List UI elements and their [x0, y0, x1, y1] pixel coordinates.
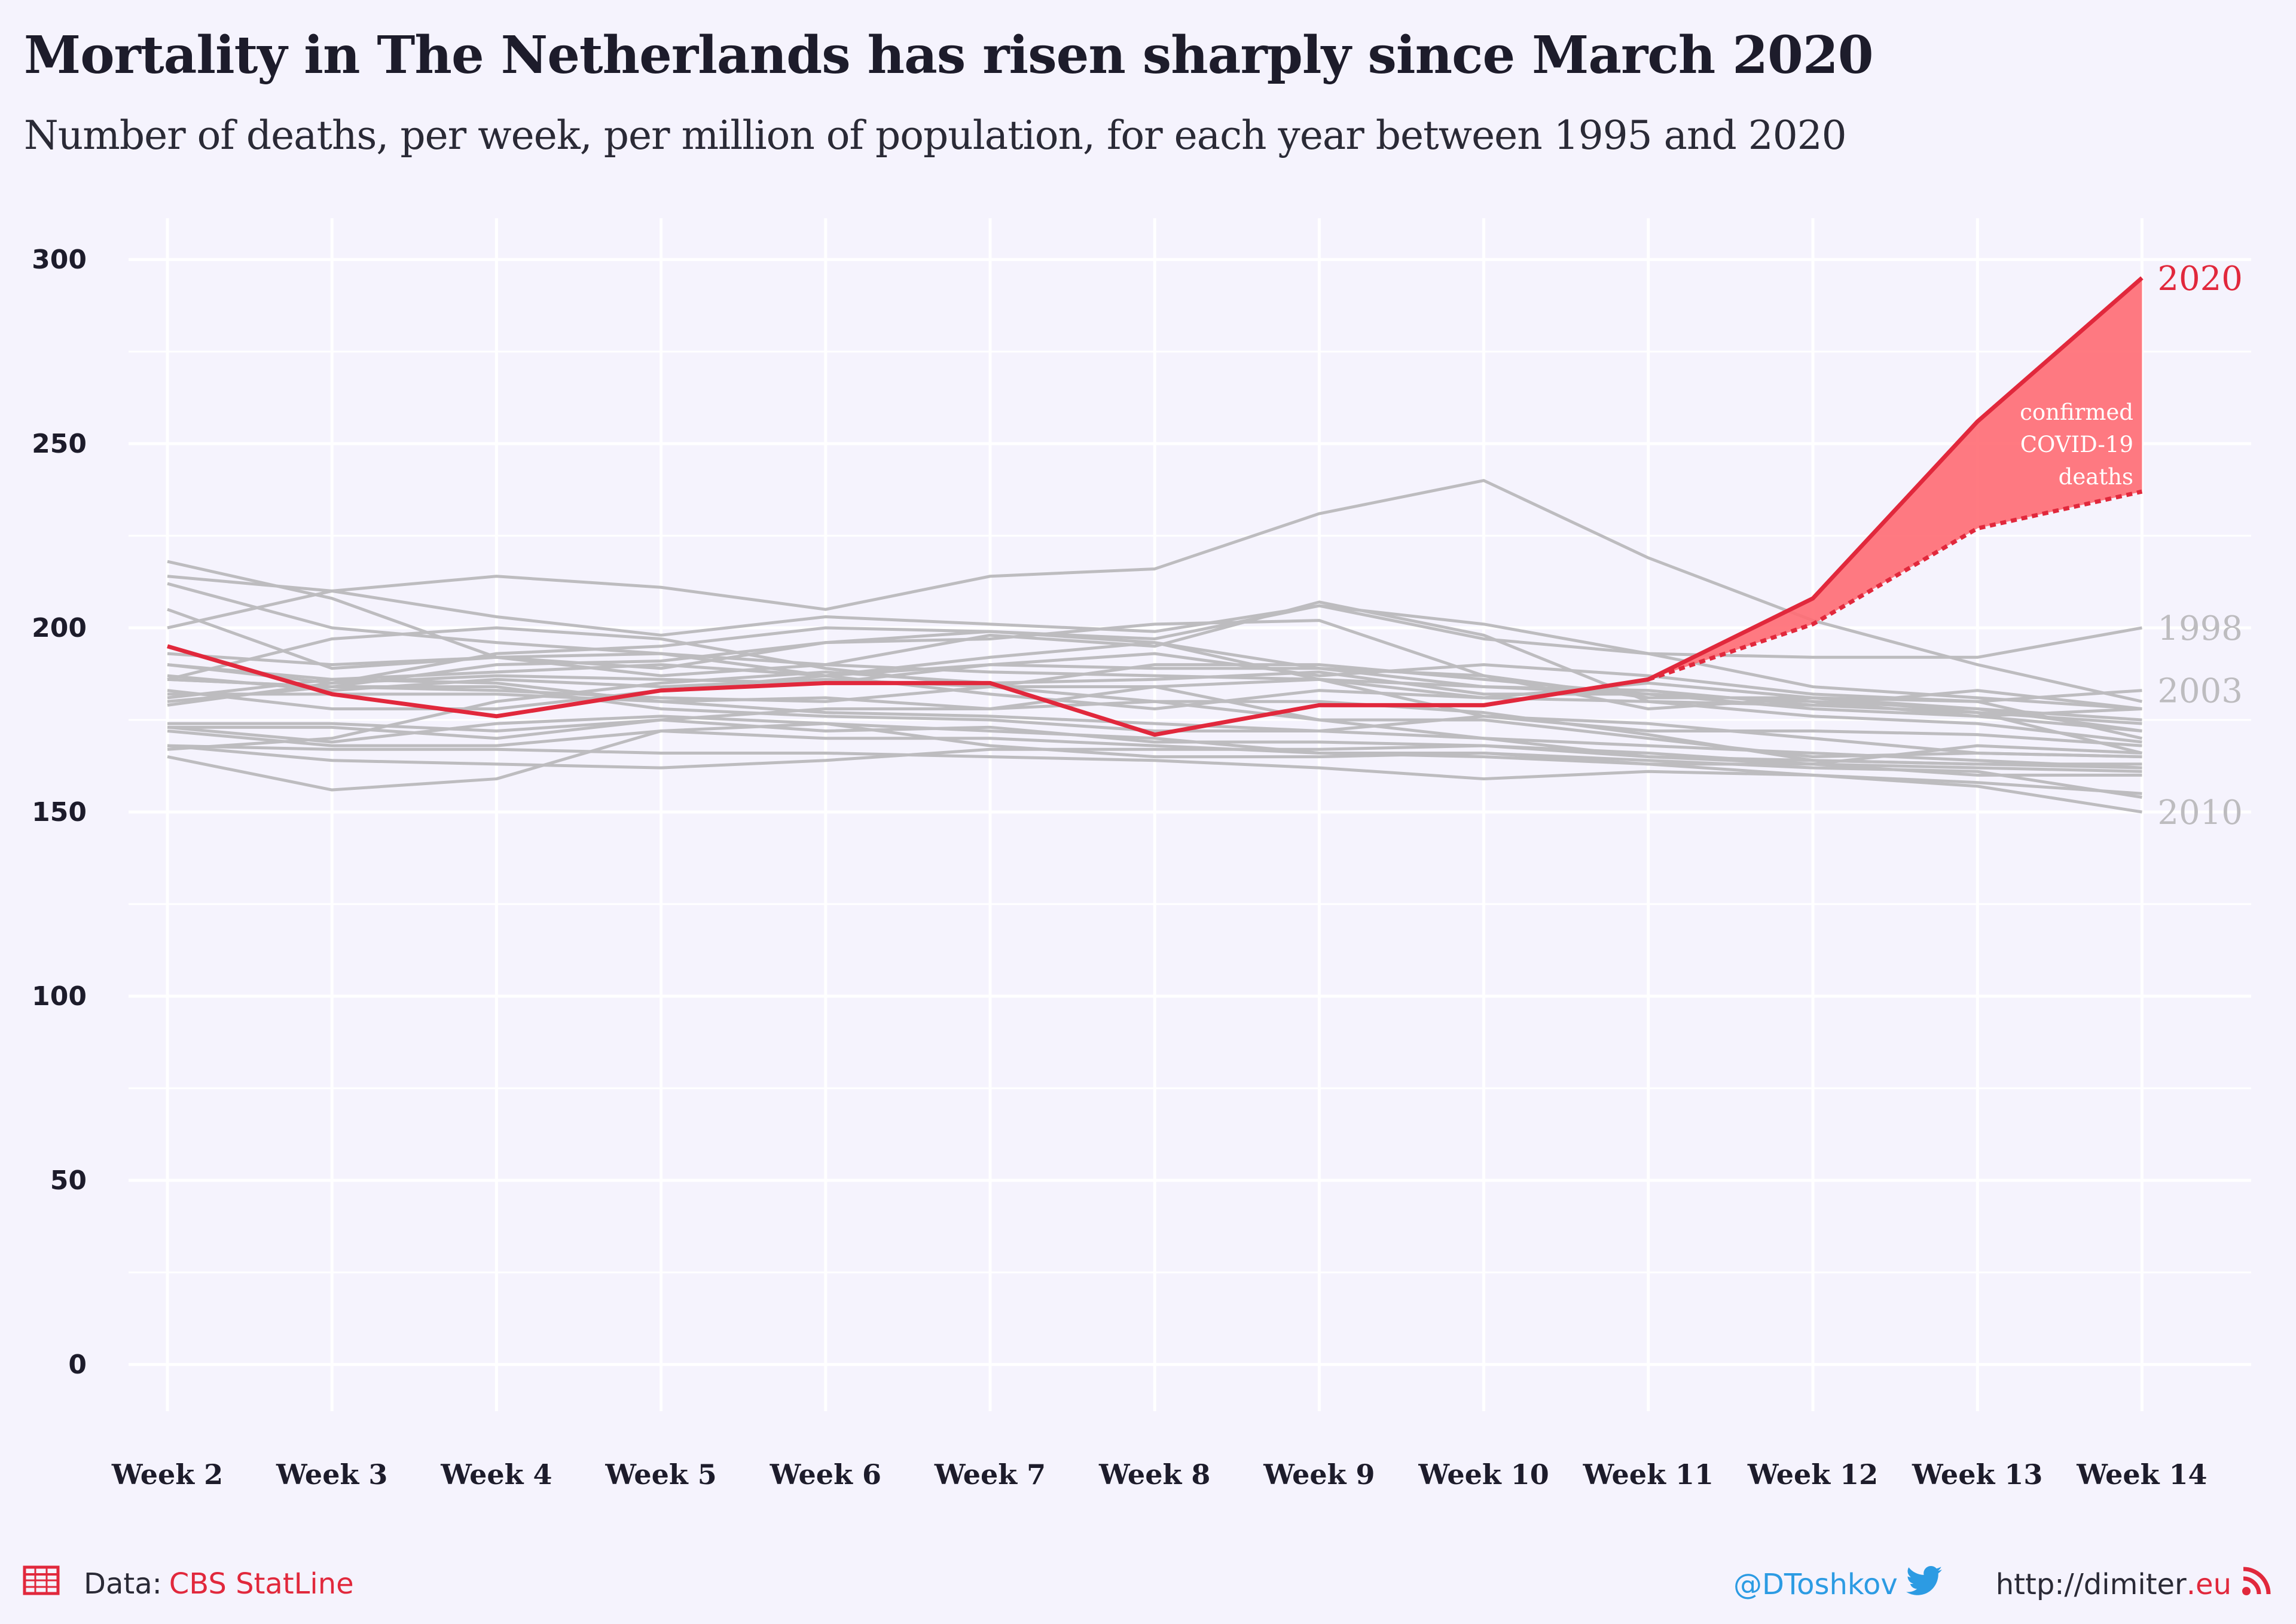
- series-line-2018: [167, 677, 2142, 711]
- y-tick-label: 100: [32, 981, 87, 1012]
- website-url-tld[interactable]: .eu: [2186, 1568, 2231, 1601]
- series-line-2004: [167, 692, 2142, 770]
- y-tick-label: 150: [32, 797, 87, 828]
- twitter-handle-link[interactable]: @DToshkov: [1733, 1568, 1898, 1601]
- series-line-2017: [167, 626, 2142, 770]
- x-tick-label: Week 13: [1912, 1458, 2042, 1491]
- covid-deaths-area: [1648, 277, 2142, 680]
- series-line-2013: [167, 663, 2142, 732]
- x-tick-label: Week 11: [1583, 1458, 1714, 1491]
- x-tick-label: Week 12: [1747, 1458, 1878, 1491]
- x-tick-label: Week 6: [770, 1458, 881, 1491]
- series-line-1998: [167, 575, 2142, 659]
- x-tick-label: Week 2: [111, 1458, 223, 1491]
- footer-source: Data: CBS StatLine: [23, 1565, 354, 1602]
- rss-icon: [2241, 1565, 2272, 1604]
- series-line-2019: [167, 744, 2142, 770]
- x-axis-ticks: Week 2 Week 3 Week 4 Week 5 Week 6 Week 7 Week…: [111, 1458, 2208, 1491]
- series-line-2012: [167, 722, 2142, 799]
- y-tick-label: 300: [32, 245, 87, 275]
- end-label-2010: 2010: [2157, 793, 2243, 832]
- grid-lines: [129, 218, 2251, 1411]
- series-line-2003: [167, 652, 2142, 703]
- x-tick-label: Week 5: [604, 1458, 716, 1491]
- covid-annotation-text: deaths: [2059, 464, 2133, 490]
- x-tick-label: Week 4: [440, 1458, 552, 1491]
- series-line-2006: [167, 685, 2142, 747]
- covid-annotation-text: COVID-19: [2020, 432, 2133, 457]
- x-tick-label: Week 8: [1098, 1458, 1210, 1491]
- end-label-2020: 2020: [2157, 260, 2243, 298]
- x-tick-label: Week 3: [276, 1458, 387, 1491]
- covid-annotation-text: confirmed: [2020, 399, 2133, 425]
- highlight-2020-layer: confirmed COVID-19 deaths: [167, 276, 2144, 737]
- y-tick-label: 250: [32, 429, 87, 459]
- x-tick-label: Week 9: [1263, 1458, 1375, 1491]
- data-prefix: Data:: [84, 1567, 162, 1601]
- series-end-labels: 2020 1998 2003 2010: [2157, 260, 2243, 832]
- x-tick-label: Week 14: [2076, 1458, 2207, 1491]
- series-line-2014: [167, 744, 2142, 795]
- end-label-2003: 2003: [2157, 672, 2243, 711]
- y-axis-ticks: 0 50 100 150 200 250 300: [32, 245, 87, 1380]
- footer-credits: @DToshkov http://dimiter .eu: [1733, 1565, 2272, 1604]
- series-line-2015: [167, 626, 2142, 759]
- chart-subtitle: Number of deaths, per week, per million …: [24, 112, 1847, 158]
- x-tick-label: Week 10: [1418, 1458, 1549, 1491]
- end-label-1998: 1998: [2157, 609, 2243, 648]
- excluding-covid-dotted-line: [1647, 489, 2143, 682]
- series-line-1995: [167, 582, 2142, 732]
- table-icon: [23, 1565, 60, 1602]
- series-line-2009: [167, 670, 2142, 751]
- y-tick-label: 0: [68, 1350, 87, 1380]
- twitter-icon: [1906, 1566, 1942, 1603]
- x-tick-label: Week 7: [934, 1458, 1046, 1491]
- y-tick-label: 200: [32, 613, 87, 643]
- data-source-link[interactable]: CBS StatLine: [169, 1567, 354, 1601]
- website-url-link[interactable]: http://dimiter: [1995, 1568, 2187, 1601]
- y-tick-label: 50: [50, 1165, 87, 1196]
- chart-title: Mortality in The Netherlands has risen s…: [24, 25, 1874, 86]
- series-line-2020: [167, 276, 2144, 737]
